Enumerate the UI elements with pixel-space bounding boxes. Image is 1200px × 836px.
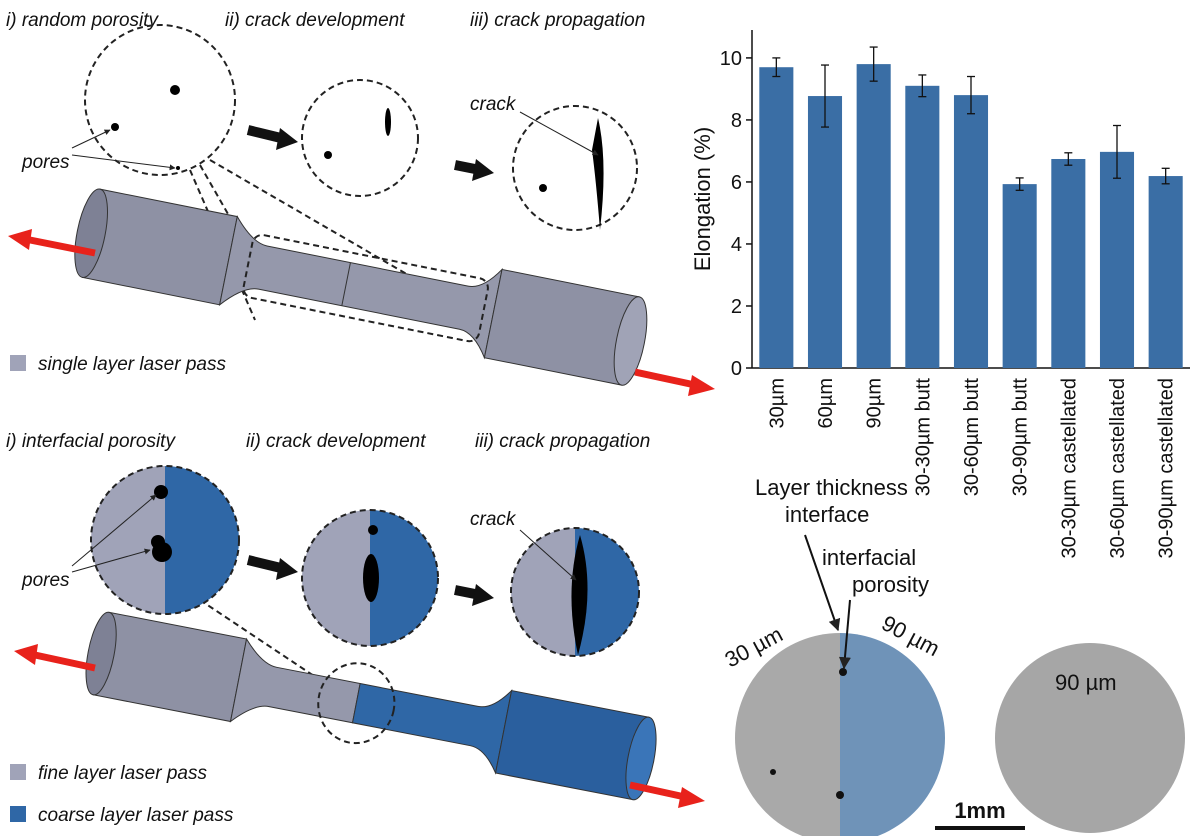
x-tick-label: 30µm: [766, 378, 788, 428]
legend-label: fine layer laser pass: [38, 763, 207, 784]
heading: ii) crack development: [225, 10, 405, 31]
bar: [954, 95, 988, 368]
y-tick-label: 4: [731, 234, 742, 256]
porosity-label: interfacial: [822, 545, 916, 570]
bar: [1051, 159, 1085, 368]
legend-swatch: [10, 764, 26, 780]
x-tick-label: 90µm: [864, 378, 886, 428]
layer-label: 90 µm: [1055, 670, 1117, 695]
bar: [1003, 184, 1037, 368]
bar: [1100, 152, 1134, 368]
porosity-label: porosity: [852, 572, 929, 597]
y-tick-label: 10: [720, 48, 742, 70]
heading: ii) crack development: [246, 431, 426, 452]
x-tick-label: 30-30µm castellated: [1058, 378, 1080, 559]
pores-label: pores: [21, 570, 70, 591]
bar: [808, 96, 842, 368]
interface-label: Layer thickness: [755, 475, 908, 500]
heading: iii) crack propagation: [470, 10, 645, 31]
crack-label: crack: [470, 94, 517, 115]
x-tick-label: 30-30µm butt: [912, 378, 934, 497]
heading: i) interfacial porosity: [6, 431, 176, 452]
heading: iii) crack propagation: [475, 431, 650, 452]
bar: [905, 86, 939, 368]
legend-swatch: [10, 806, 26, 822]
scale-label: 1mm: [954, 798, 1005, 823]
figure: i) random porosity ii) crack development…: [0, 0, 1200, 836]
heading: i) random porosity: [6, 10, 160, 31]
x-tick-label: 60µm: [815, 378, 837, 428]
x-tick-label: 30-90µm butt: [1010, 378, 1032, 497]
bar: [857, 64, 891, 368]
y-tick-label: 2: [731, 296, 742, 318]
top-panel: i) random porosity ii) crack development…: [6, 10, 715, 396]
y-tick-label: 0: [731, 358, 742, 380]
legend-label: single layer laser pass: [38, 354, 226, 375]
pores-label: pores: [21, 152, 70, 173]
crack-label: crack: [470, 509, 517, 530]
bar: [759, 67, 793, 368]
x-tick-label: 30-90µm castellated: [1156, 378, 1178, 559]
y-tick-label: 8: [731, 110, 742, 132]
legend-swatch: [10, 355, 26, 371]
x-tick-label: 30-60µm butt: [961, 378, 983, 497]
bar: [1149, 176, 1183, 368]
y-tick-label: 6: [731, 172, 742, 194]
x-tick-label: 30-60µm castellated: [1107, 378, 1129, 559]
bottom-panel: i) interfacial porosity ii) crack develo…: [6, 431, 705, 826]
legend-label: coarse layer laser pass: [38, 805, 234, 826]
y-axis-label: Elongation (%): [690, 127, 715, 271]
interface-label: interface: [785, 502, 869, 527]
